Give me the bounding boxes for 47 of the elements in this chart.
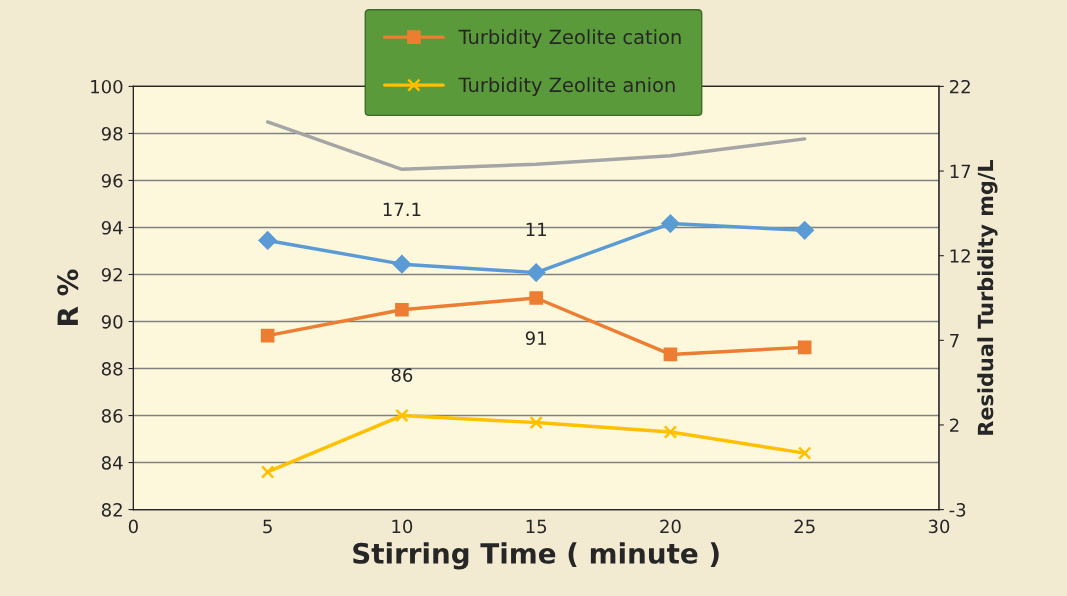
- point: [663, 425, 678, 439]
- y-tick-label: 100: [91, 79, 123, 94]
- x-axis-title: Stirring Time ( minute ): [353, 542, 719, 570]
- x-tick-label: 10: [392, 519, 413, 534]
- y-tick-label: 82: [101, 503, 122, 517]
- data-label: 91: [525, 331, 546, 345]
- point: [663, 347, 678, 362]
- data-label: 17.1: [383, 202, 421, 217]
- legend-label: Turbidity Zeolite anion: [458, 77, 675, 96]
- legend-label: Turbidity Zeolite cation: [458, 29, 681, 48]
- x-tick-label: 0: [128, 519, 138, 534]
- point: [529, 291, 543, 305]
- y-tick-label: 88: [101, 361, 123, 376]
- point: [395, 302, 409, 317]
- x-tick-label: 25: [794, 519, 815, 534]
- y-tick-label: 94: [101, 220, 123, 235]
- y2-tick-label: 7: [950, 334, 959, 348]
- y-tick-label: 90: [101, 314, 123, 329]
- y-tick-label: 92: [101, 267, 122, 282]
- point: [527, 263, 546, 282]
- point: [395, 408, 409, 423]
- point: [797, 446, 812, 460]
- y-tick-label: 98: [101, 126, 123, 141]
- y2-axis-title: Residual Turbidity mg/L: [977, 159, 998, 435]
- y-axis-title: R %: [57, 269, 79, 325]
- y2-tick-label: 17: [950, 164, 971, 178]
- point: [795, 221, 814, 240]
- x-tick-label: 15: [526, 519, 547, 534]
- y-tick-label: 84: [101, 456, 123, 470]
- y-tick-label: 96: [101, 173, 123, 188]
- x-tick-label: 5: [263, 519, 272, 534]
- point: [661, 214, 680, 233]
- x-tick-label: 30: [928, 519, 950, 534]
- y-tick-label: 86: [101, 409, 123, 423]
- point: [260, 328, 275, 343]
- line-series: [265, 120, 807, 172]
- y2-tick-label: 2: [950, 418, 959, 432]
- point: [797, 340, 812, 355]
- data-label: 86: [391, 368, 413, 382]
- point: [529, 415, 543, 430]
- y2-tick-label: 22: [950, 79, 970, 94]
- point: [260, 465, 275, 479]
- y2-tick-label: 12: [950, 249, 970, 263]
- x-tick-label: 20: [660, 519, 681, 534]
- y2-tick-label: -3: [949, 503, 966, 517]
- point: [258, 231, 277, 250]
- point: [392, 255, 412, 274]
